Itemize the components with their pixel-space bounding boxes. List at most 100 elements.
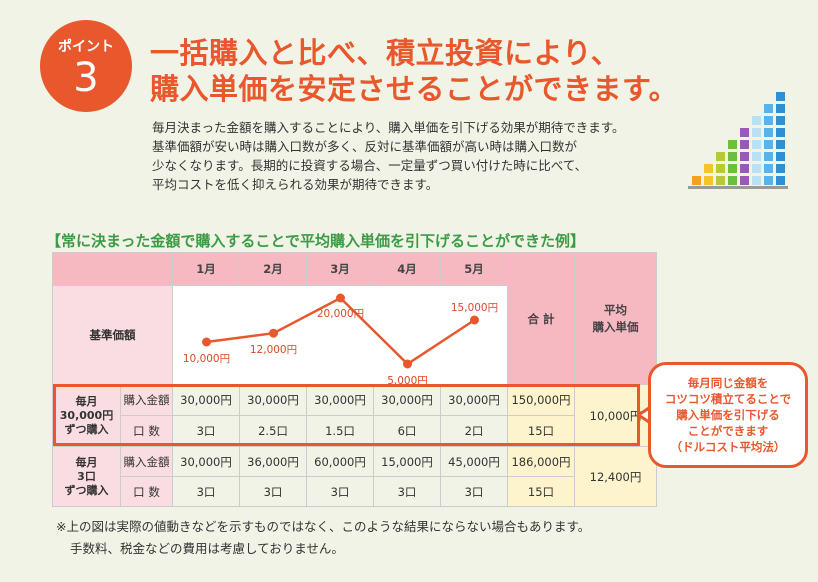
bar-step-block <box>704 164 713 173</box>
price-point-label: 5,000円 <box>387 375 428 385</box>
g2-amount-sum: 186,000円 <box>507 446 575 477</box>
g1-amount-cell: 30,000円 <box>172 384 240 416</box>
price-point <box>269 328 278 338</box>
bar-step-block <box>776 140 785 149</box>
g2-units-row: 口 数 3口 3口 3口 3口 3口 15口 <box>53 476 657 507</box>
body-line: 毎月決まった金額を購入することにより、購入単価を引下げる効果が期待できます。 <box>152 120 625 135</box>
price-chart-cell: 10,000円 12,000円 20,000円 5,000円 15,000円 <box>172 285 508 385</box>
g1-units-cell: 2口 <box>440 415 508 447</box>
g2-label-line: 3口 <box>77 469 96 483</box>
body-line: 基準価額が安い時は購入口数が多く、反対に基準価額が高い時は購入口数が <box>152 139 578 154</box>
bar-step-block <box>740 176 749 185</box>
g2-label: 毎月 3口 ずつ購入 <box>52 446 121 507</box>
header-row: 1月 2月 3月 4月 5月 合 計 平均 購入単価 <box>52 252 657 385</box>
bar-step-block <box>764 140 773 149</box>
g1-units-cell: 1.5口 <box>306 415 374 447</box>
dollar-cost-callout: 毎月同じ金額を コツコツ積立てることで 購入単価を引下げる ことができます （ド… <box>648 362 808 468</box>
g2-units-cell: 3口 <box>239 476 307 507</box>
g1-amount-cell: 30,000円 <box>373 384 441 416</box>
g1-amount-cell: 30,000円 <box>306 384 374 416</box>
g2-amount-cell: 30,000円 <box>172 446 240 477</box>
callout-line: ことができます <box>687 424 769 438</box>
callout-line: 毎月同じ金額を <box>687 376 769 390</box>
price-point-label: 10,000円 <box>183 353 230 365</box>
bar-steps-baseline <box>688 186 788 189</box>
bar-step-block <box>764 164 773 173</box>
footnote-line: 手数料、税金などの費用は考慮しておりません。 <box>70 541 344 556</box>
g1-units-sum: 15口 <box>507 415 575 447</box>
g1-amount-row: 毎月 30,000円 ずつ購入 購入金額 30,000円 30,000円 30,… <box>52 384 657 447</box>
g1-label-line: ずつ購入 <box>64 422 109 436</box>
g2-amount-cell: 15,000円 <box>373 446 441 477</box>
g1-units-cell: 3口 <box>172 415 240 447</box>
price-point <box>202 337 211 347</box>
g2-units-cell: 3口 <box>373 476 441 507</box>
bar-step-block <box>716 152 725 161</box>
bar-step-block <box>776 116 785 125</box>
g2-label-line: 毎月 <box>75 455 98 469</box>
body-line: 平均コストを低く抑えられる効果が期待できます。 <box>152 177 439 192</box>
g1-units-cell: 2.5口 <box>239 415 307 447</box>
bar-step-block <box>704 176 713 185</box>
bar-step-block <box>728 152 737 161</box>
price-point <box>403 359 412 369</box>
bar-step-block <box>728 176 737 185</box>
bar-step-block <box>764 104 773 113</box>
bar-step-block <box>740 140 749 149</box>
bar-step-block <box>752 140 761 149</box>
badge-number: 3 <box>73 55 99 101</box>
g1-amount-cell: 30,000円 <box>239 384 307 416</box>
bar-step-block <box>716 176 725 185</box>
kijun-label: 基準価額 <box>52 285 173 385</box>
g1-avg-price: 10,000円 <box>574 384 657 447</box>
avg-header: 平均 購入単価 <box>574 252 657 385</box>
bar-step-block <box>740 164 749 173</box>
bar-step-block <box>776 164 785 173</box>
bar-step-block <box>752 116 761 125</box>
bar-step-block <box>692 176 701 185</box>
point-badge: ポイント 3 <box>40 20 132 112</box>
title-line-2: 購入単価を安定させることができます。 <box>150 72 679 106</box>
price-chart: 10,000円 12,000円 20,000円 5,000円 15,000円 <box>183 293 498 385</box>
price-point-label: 12,000円 <box>250 344 297 356</box>
g1-label-line: 毎月 <box>75 394 98 408</box>
callout-line: （ドルコスト平均法） <box>670 440 786 454</box>
price-point <box>336 293 345 303</box>
g1-units-row: 口 数 3口 2.5口 1.5口 6口 2口 15口 <box>53 415 657 447</box>
bar-step-block <box>764 152 773 161</box>
g2-avg-price: 12,400円 <box>574 446 657 507</box>
g1-label-line: 30,000円 <box>59 408 114 422</box>
g2-amount-cell: 60,000円 <box>306 446 374 477</box>
month-header: 1月 <box>172 252 240 286</box>
sum-header: 合 計 <box>507 252 575 385</box>
g1-amount-sum: 150,000円 <box>507 384 575 416</box>
g2-units-sum: 15口 <box>507 476 575 507</box>
bar-step-block <box>752 164 761 173</box>
bar-step-block <box>764 116 773 125</box>
bar-step-block <box>740 152 749 161</box>
bar-step-block <box>728 140 737 149</box>
bar-step-block <box>764 128 773 137</box>
g1-amount-label: 購入金額 <box>120 384 173 416</box>
g2-amount-cell: 45,000円 <box>440 446 508 477</box>
price-point-label: 15,000円 <box>451 302 498 314</box>
bar-step-block <box>776 104 785 113</box>
price-point <box>470 315 479 325</box>
callout-line: 購入単価を引下げる <box>676 408 780 422</box>
bar-step-block <box>752 152 761 161</box>
g1-units-cell: 6口 <box>373 415 441 447</box>
bar-step-block <box>776 92 785 101</box>
title-line-1: 一括購入と比べ、積立投資により、 <box>150 36 621 70</box>
g1-units-label: 口 数 <box>120 415 173 447</box>
body-line: 少なくなります。長期的に投資する場合、一定量ずつ買い付けた時に比べて、 <box>152 158 588 173</box>
bar-step-block <box>752 176 761 185</box>
bar-step-block <box>716 164 725 173</box>
bar-step-block <box>728 164 737 173</box>
body-text: 毎月決まった金額を購入することにより、購入単価を引下げる効果が期待できます。 基… <box>152 118 712 194</box>
callout-line: コツコツ積立てることで <box>664 392 792 406</box>
month-header: 4月 <box>373 252 441 286</box>
bar-step-block <box>776 176 785 185</box>
g2-amount-row: 毎月 3口 ずつ購入 購入金額 30,000円 36,000円 60,000円 … <box>52 446 657 507</box>
avg-header-line: 購入単価 <box>592 319 639 334</box>
bar-step-block <box>776 128 785 137</box>
